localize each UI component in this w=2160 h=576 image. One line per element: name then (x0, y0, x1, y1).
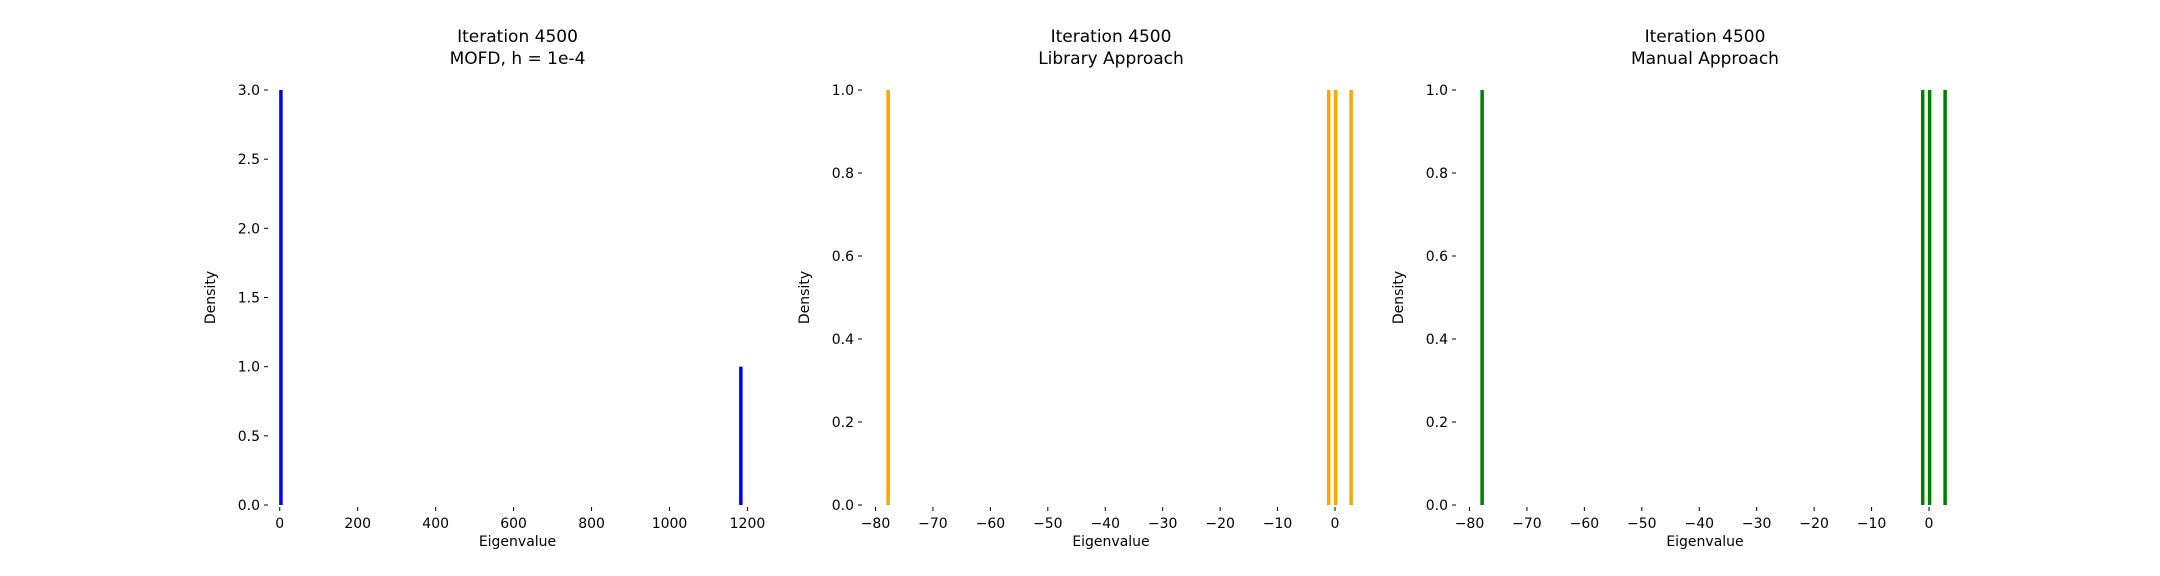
y-tick-label: 0.2 (832, 415, 854, 431)
x-tick-label: 800 (578, 516, 605, 532)
x-tick-label: −20 (1799, 516, 1829, 532)
x-tick-label: −50 (1627, 516, 1657, 532)
x-axis-label: Eigenvalue (1666, 534, 1743, 550)
y-tick-label: 0.8 (832, 166, 854, 182)
y-tick-label: 1.0 (238, 360, 260, 376)
y-tick-label: 0.0 (832, 498, 854, 514)
x-tick-label: −80 (1455, 516, 1485, 532)
y-tick-label: 0.4 (1426, 332, 1448, 348)
x-tick-label: 1200 (730, 516, 766, 532)
x-tick-label: −50 (1033, 516, 1063, 532)
y-tick-label: 2.0 (238, 221, 260, 237)
x-tick-label: −40 (1684, 516, 1714, 532)
chart-title-line: Iteration 4500 (1051, 27, 1172, 47)
x-tick-label: 200 (344, 516, 371, 532)
x-tick-label: −30 (1148, 516, 1178, 532)
y-tick-label: 3.0 (238, 83, 260, 99)
x-tick-label: −80 (861, 516, 891, 532)
y-axis-label: Density (797, 271, 813, 324)
x-tick-label: −70 (918, 516, 948, 532)
x-tick-label: −20 (1205, 516, 1235, 532)
x-tick-label: 0 (275, 516, 284, 532)
x-axis-label: Eigenvalue (479, 534, 556, 550)
y-tick-label: 0.0 (238, 498, 260, 514)
y-tick-label: 1.5 (238, 291, 260, 307)
x-tick-label: 600 (500, 516, 527, 532)
y-tick-label: 2.5 (238, 152, 260, 168)
y-tick-label: 0.6 (1426, 249, 1448, 265)
chart-title-line: Library Approach (1038, 49, 1184, 69)
x-tick-label: 1000 (652, 516, 688, 532)
x-tick-label: 0 (1331, 516, 1340, 532)
y-tick-label: 1.0 (1426, 83, 1448, 99)
y-tick-label: 0.4 (832, 332, 854, 348)
chart-title-line: Manual Approach (1631, 49, 1779, 69)
x-tick-label: −60 (976, 516, 1006, 532)
x-tick-label: −40 (1090, 516, 1120, 532)
y-tick-label: 0.2 (1426, 415, 1448, 431)
y-tick-label: 0.0 (1426, 498, 1448, 514)
y-axis-label: Density (1391, 271, 1407, 324)
y-tick-label: 1.0 (832, 83, 854, 99)
y-tick-label: 0.5 (238, 429, 260, 445)
y-tick-label: 0.8 (1426, 166, 1448, 182)
x-axis-label: Eigenvalue (1072, 534, 1149, 550)
chart-title-line: Iteration 4500 (457, 27, 578, 47)
x-tick-label: 0 (1925, 516, 1934, 532)
x-tick-label: −10 (1857, 516, 1887, 532)
y-tick-label: 0.6 (832, 249, 854, 265)
chart-title-line: Iteration 4500 (1645, 27, 1766, 47)
x-tick-label: −30 (1742, 516, 1772, 532)
y-axis-label: Density (203, 271, 219, 324)
chart-title-line: MOFD, h = 1e-4 (450, 49, 586, 69)
x-tick-label: −10 (1263, 516, 1293, 532)
x-tick-label: 400 (422, 516, 449, 532)
x-tick-label: −70 (1512, 516, 1542, 532)
x-tick-label: −60 (1570, 516, 1600, 532)
